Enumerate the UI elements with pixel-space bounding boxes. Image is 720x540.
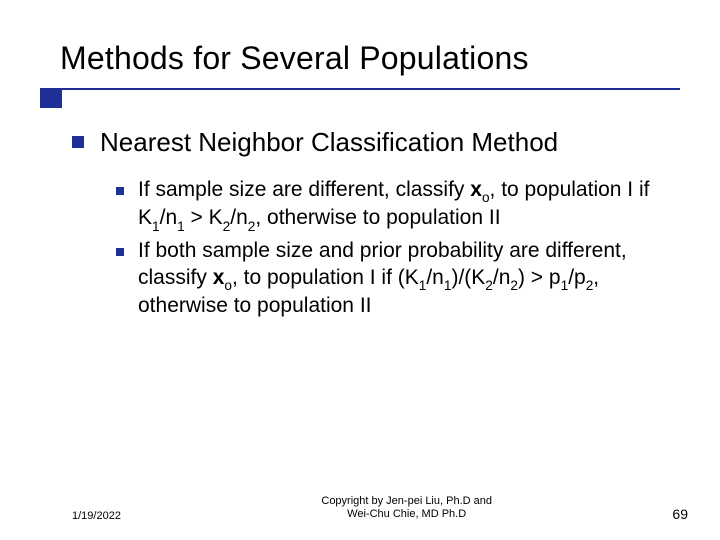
text-fragment: ) > p [518,266,561,289]
text-fragment: , otherwise to population II [255,206,500,229]
subscript: o [224,278,232,293]
subscript: 1 [561,278,569,293]
text-fragment: /p [568,266,586,289]
subscript: 1 [152,219,160,234]
bullet-level1: Nearest Neighbor Classification Method [72,126,680,159]
bold-x: x [470,178,482,201]
level1-text: Nearest Neighbor Classification Method [100,126,558,159]
text-fragment: )/(K [451,266,485,289]
copyright-line: Copyright by Jen-pei Liu, Ph.D and [321,495,492,507]
bullet-level2: If both sample size and prior probabilit… [116,238,680,320]
text-fragment: > K [185,206,223,229]
slide-title: Methods for Several Populations [60,40,720,77]
slide: Methods for Several Populations Nearest … [0,0,720,540]
bold-x: x [213,266,225,289]
level2-list: If sample size are different, classify x… [116,177,680,321]
subscript: 2 [586,278,594,293]
footer-date: 1/19/2022 [72,510,121,522]
footer: 1/19/2022 Copyright by Jen-pei Liu, Ph.D… [0,495,720,523]
content-area: Nearest Neighbor Classification Method I… [72,126,680,324]
text-fragment: , to population I if (K [232,266,419,289]
subscript: o [482,190,490,205]
footer-page-number: 69 [672,506,688,522]
copyright-line: Wei-Chu Chie, MD Ph.D [347,508,466,520]
footer-copyright: Copyright by Jen-pei Liu, Ph.D and Wei-C… [121,495,672,523]
title-underline [40,88,680,90]
subscript: 2 [485,278,493,293]
square-bullet-icon [116,187,124,195]
square-bullet-icon [72,136,84,148]
level2-text: If both sample size and prior probabilit… [138,238,680,320]
text-fragment: /n [230,206,248,229]
level2-text: If sample size are different, classify x… [138,177,680,234]
subscript: 1 [419,278,427,293]
subscript: 2 [510,278,518,293]
title-wrap: Methods for Several Populations [0,0,720,77]
subscript: 1 [177,219,185,234]
text-fragment: /n [160,206,178,229]
bullet-level2: If sample size are different, classify x… [116,177,680,234]
title-tab-accent [40,88,62,108]
square-bullet-icon [116,248,124,256]
subscript: 2 [223,219,231,234]
subscript: 1 [444,278,452,293]
text-fragment: If sample size are different, classify [138,178,470,201]
text-fragment: /n [493,266,511,289]
text-fragment: /n [426,266,444,289]
subscript: 2 [248,219,256,234]
